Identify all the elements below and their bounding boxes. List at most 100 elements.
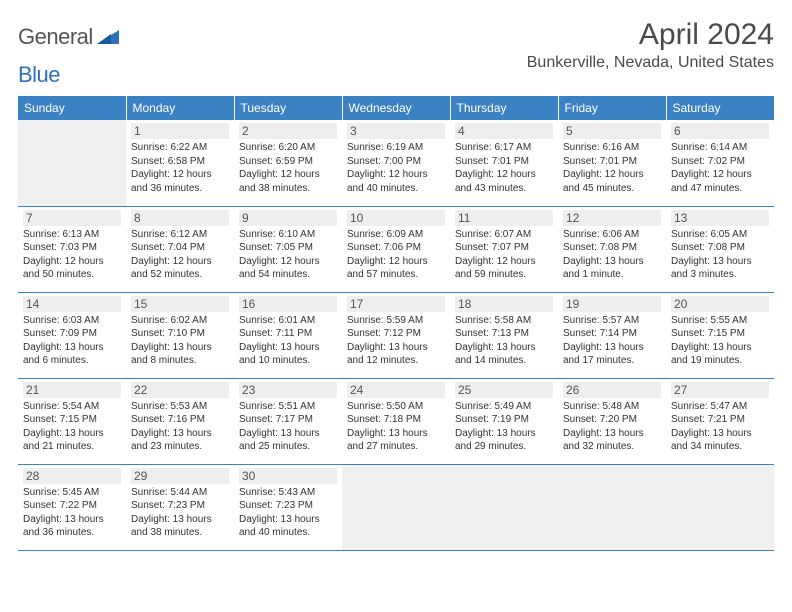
day-info: Sunrise: 5:51 AMSunset: 7:17 PMDaylight:… bbox=[239, 400, 337, 454]
calendar-day-cell: 21Sunrise: 5:54 AMSunset: 7:15 PMDayligh… bbox=[18, 378, 126, 464]
day-info-line: Daylight: 12 hours bbox=[239, 255, 337, 269]
day-info-line: Daylight: 12 hours bbox=[239, 168, 337, 182]
calendar-empty-cell bbox=[342, 464, 450, 550]
day-number: 8 bbox=[131, 210, 229, 226]
day-number: 27 bbox=[671, 382, 769, 398]
day-info-line: Sunrise: 5:58 AM bbox=[455, 314, 553, 328]
day-info: Sunrise: 6:14 AMSunset: 7:02 PMDaylight:… bbox=[671, 141, 769, 195]
day-info-line: Daylight: 13 hours bbox=[23, 427, 121, 441]
title-block: April 2024 Bunkerville, Nevada, United S… bbox=[527, 18, 774, 72]
weekday-header: Friday bbox=[558, 96, 666, 120]
calendar-day-cell: 13Sunrise: 6:05 AMSunset: 7:08 PMDayligh… bbox=[666, 206, 774, 292]
day-info-line: Daylight: 12 hours bbox=[671, 168, 769, 182]
logo: General bbox=[18, 18, 121, 50]
day-info-line: Daylight: 13 hours bbox=[23, 513, 121, 527]
day-info-line: and 3 minutes. bbox=[671, 268, 769, 282]
day-info: Sunrise: 6:16 AMSunset: 7:01 PMDaylight:… bbox=[563, 141, 661, 195]
day-info-line: Sunrise: 5:50 AM bbox=[347, 400, 445, 414]
day-info-line: and 47 minutes. bbox=[671, 182, 769, 196]
day-number: 23 bbox=[239, 382, 337, 398]
day-info-line: Sunrise: 6:13 AM bbox=[23, 228, 121, 242]
day-info: Sunrise: 6:19 AMSunset: 7:00 PMDaylight:… bbox=[347, 141, 445, 195]
day-info: Sunrise: 6:05 AMSunset: 7:08 PMDaylight:… bbox=[671, 228, 769, 282]
day-info-line: Sunrise: 6:22 AM bbox=[131, 141, 229, 155]
day-info: Sunrise: 5:57 AMSunset: 7:14 PMDaylight:… bbox=[563, 314, 661, 368]
calendar-day-cell: 19Sunrise: 5:57 AMSunset: 7:14 PMDayligh… bbox=[558, 292, 666, 378]
day-info-line: and 17 minutes. bbox=[563, 354, 661, 368]
day-info-line: Sunset: 7:05 PM bbox=[239, 241, 337, 255]
day-info: Sunrise: 6:20 AMSunset: 6:59 PMDaylight:… bbox=[239, 141, 337, 195]
calendar-page: General April 2024 Bunkerville, Nevada, … bbox=[0, 0, 792, 551]
day-info-line: Sunset: 7:10 PM bbox=[131, 327, 229, 341]
day-info-line: Daylight: 12 hours bbox=[347, 168, 445, 182]
day-info: Sunrise: 5:47 AMSunset: 7:21 PMDaylight:… bbox=[671, 400, 769, 454]
day-info-line: Sunrise: 6:17 AM bbox=[455, 141, 553, 155]
day-info-line: Daylight: 13 hours bbox=[239, 341, 337, 355]
calendar-day-cell: 11Sunrise: 6:07 AMSunset: 7:07 PMDayligh… bbox=[450, 206, 558, 292]
calendar-empty-cell bbox=[558, 464, 666, 550]
day-info-line: and 19 minutes. bbox=[671, 354, 769, 368]
day-number: 20 bbox=[671, 296, 769, 312]
calendar-day-cell: 22Sunrise: 5:53 AMSunset: 7:16 PMDayligh… bbox=[126, 378, 234, 464]
day-number: 10 bbox=[347, 210, 445, 226]
day-info: Sunrise: 6:13 AMSunset: 7:03 PMDaylight:… bbox=[23, 228, 121, 282]
day-info-line: Sunset: 7:17 PM bbox=[239, 413, 337, 427]
day-number: 30 bbox=[239, 468, 337, 484]
day-info-line: and 8 minutes. bbox=[131, 354, 229, 368]
day-info: Sunrise: 5:50 AMSunset: 7:18 PMDaylight:… bbox=[347, 400, 445, 454]
day-info-line: Sunset: 7:22 PM bbox=[23, 499, 121, 513]
day-info-line: and 59 minutes. bbox=[455, 268, 553, 282]
day-number: 9 bbox=[239, 210, 337, 226]
day-info-line: Sunset: 7:11 PM bbox=[239, 327, 337, 341]
day-info-line: and 40 minutes. bbox=[347, 182, 445, 196]
day-info: Sunrise: 6:06 AMSunset: 7:08 PMDaylight:… bbox=[563, 228, 661, 282]
day-info-line: Sunrise: 5:43 AM bbox=[239, 486, 337, 500]
day-info-line: Daylight: 13 hours bbox=[455, 341, 553, 355]
day-info: Sunrise: 5:55 AMSunset: 7:15 PMDaylight:… bbox=[671, 314, 769, 368]
calendar-day-cell: 1Sunrise: 6:22 AMSunset: 6:58 PMDaylight… bbox=[126, 120, 234, 206]
day-info-line: Sunrise: 6:19 AM bbox=[347, 141, 445, 155]
day-info-line: Daylight: 13 hours bbox=[239, 513, 337, 527]
day-info: Sunrise: 5:45 AMSunset: 7:22 PMDaylight:… bbox=[23, 486, 121, 540]
day-info-line: Sunrise: 6:02 AM bbox=[131, 314, 229, 328]
calendar-day-cell: 14Sunrise: 6:03 AMSunset: 7:09 PMDayligh… bbox=[18, 292, 126, 378]
day-number: 2 bbox=[239, 123, 337, 139]
calendar-day-cell: 15Sunrise: 6:02 AMSunset: 7:10 PMDayligh… bbox=[126, 292, 234, 378]
day-info-line: and 38 minutes. bbox=[131, 526, 229, 540]
day-info-line: and 27 minutes. bbox=[347, 440, 445, 454]
day-info-line: Sunrise: 6:05 AM bbox=[671, 228, 769, 242]
calendar-week-row: 21Sunrise: 5:54 AMSunset: 7:15 PMDayligh… bbox=[18, 378, 774, 464]
calendar-day-cell: 30Sunrise: 5:43 AMSunset: 7:23 PMDayligh… bbox=[234, 464, 342, 550]
day-info-line: Sunset: 7:23 PM bbox=[131, 499, 229, 513]
day-info-line: Sunset: 7:16 PM bbox=[131, 413, 229, 427]
calendar-day-cell: 7Sunrise: 6:13 AMSunset: 7:03 PMDaylight… bbox=[18, 206, 126, 292]
day-info: Sunrise: 6:22 AMSunset: 6:58 PMDaylight:… bbox=[131, 141, 229, 195]
day-info-line: Sunset: 7:08 PM bbox=[563, 241, 661, 255]
day-info-line: and 32 minutes. bbox=[563, 440, 661, 454]
day-info-line: Sunset: 7:03 PM bbox=[23, 241, 121, 255]
day-info-line: and 50 minutes. bbox=[23, 268, 121, 282]
day-info-line: and 12 minutes. bbox=[347, 354, 445, 368]
day-info-line: and 10 minutes. bbox=[239, 354, 337, 368]
calendar-day-cell: 5Sunrise: 6:16 AMSunset: 7:01 PMDaylight… bbox=[558, 120, 666, 206]
day-info: Sunrise: 6:01 AMSunset: 7:11 PMDaylight:… bbox=[239, 314, 337, 368]
day-info-line: Sunset: 7:15 PM bbox=[671, 327, 769, 341]
day-info-line: Sunset: 7:12 PM bbox=[347, 327, 445, 341]
day-number: 25 bbox=[455, 382, 553, 398]
day-number: 14 bbox=[23, 296, 121, 312]
day-info-line: Daylight: 13 hours bbox=[23, 341, 121, 355]
day-info-line: Sunrise: 5:45 AM bbox=[23, 486, 121, 500]
day-info: Sunrise: 6:17 AMSunset: 7:01 PMDaylight:… bbox=[455, 141, 553, 195]
day-info-line: Sunrise: 6:10 AM bbox=[239, 228, 337, 242]
calendar-week-row: 14Sunrise: 6:03 AMSunset: 7:09 PMDayligh… bbox=[18, 292, 774, 378]
day-number: 18 bbox=[455, 296, 553, 312]
day-info-line: Sunrise: 6:03 AM bbox=[23, 314, 121, 328]
day-info-line: Sunset: 7:20 PM bbox=[563, 413, 661, 427]
day-info-line: Sunset: 7:13 PM bbox=[455, 327, 553, 341]
day-info-line: and 21 minutes. bbox=[23, 440, 121, 454]
day-info-line: and 36 minutes. bbox=[131, 182, 229, 196]
day-info-line: Daylight: 13 hours bbox=[347, 341, 445, 355]
calendar-day-cell: 29Sunrise: 5:44 AMSunset: 7:23 PMDayligh… bbox=[126, 464, 234, 550]
day-info-line: Sunset: 7:04 PM bbox=[131, 241, 229, 255]
day-info-line: Daylight: 13 hours bbox=[455, 427, 553, 441]
